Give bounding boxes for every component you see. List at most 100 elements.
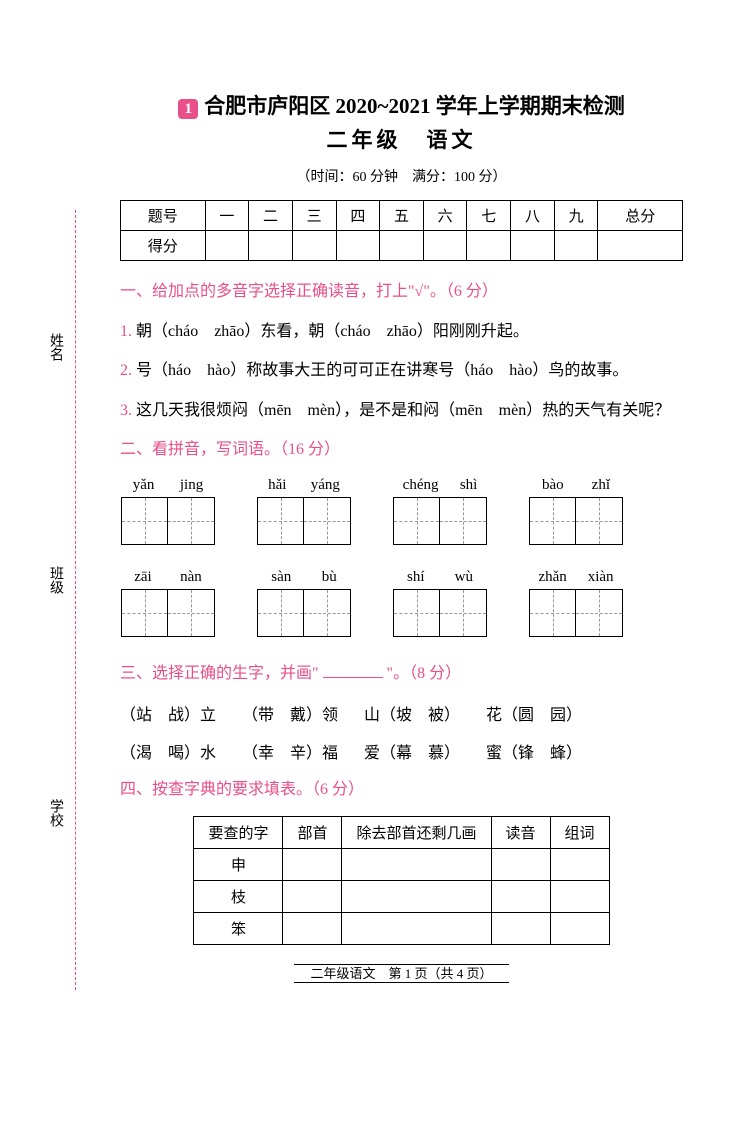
dict-cell[interactable]	[283, 881, 342, 913]
pinyin-item: hǎi yáng	[256, 477, 352, 545]
label-xingming: 姓名	[45, 333, 65, 361]
score-header: 九	[554, 201, 598, 231]
dict-cell[interactable]	[550, 881, 609, 913]
section-2-title: 二、看拼音，写词语。（16 分）	[120, 437, 683, 463]
pinyin: jing	[180, 477, 203, 494]
pinyin-item: shí wù	[392, 569, 488, 637]
score-header: 六	[423, 201, 467, 231]
pinyin: xiàn	[588, 569, 614, 586]
title-badge: 1	[178, 99, 198, 119]
score-cell[interactable]	[598, 231, 683, 261]
binding-edge-labels: 姓名 班级 学校	[45, 230, 65, 930]
dict-cell[interactable]	[491, 913, 550, 945]
sec3-item: （站 战）立	[120, 701, 216, 725]
score-header: 一	[205, 201, 249, 231]
dict-header: 组词	[550, 817, 609, 849]
pinyin: hǎi	[268, 477, 286, 494]
pinyin-item: chéngshì	[392, 477, 488, 545]
pinyin: zhǐ	[592, 477, 610, 494]
pinyin-item: bào zhǐ	[528, 477, 624, 545]
score-cell[interactable]	[336, 231, 380, 261]
dictionary-table: 要查的字 部首 除去部首还剩几画 读音 组词 申 枝 笨	[193, 816, 609, 945]
score-cell[interactable]	[423, 231, 467, 261]
score-header: 三	[292, 201, 336, 231]
sec3-item: 爱（幕 慕）	[364, 739, 460, 763]
tianzige[interactable]	[393, 589, 487, 637]
score-cell[interactable]	[511, 231, 555, 261]
sec3-item: 花（圆 园）	[486, 701, 582, 725]
dict-header: 除去部首还剩几画	[342, 817, 491, 849]
dict-header: 要查的字	[194, 817, 283, 849]
score-table: 题号 一 二 三 四 五 六 七 八 九 总分 得分	[120, 200, 683, 261]
score-row-label: 得分	[121, 231, 206, 261]
tianzige[interactable]	[529, 589, 623, 637]
sec3-item: （渴 喝）水	[120, 739, 216, 763]
label-banji: 班级	[45, 566, 65, 594]
q-num: 3.	[120, 402, 132, 419]
question-3: 3. 这几天我很烦闷（mēn mèn），是不是和闷（mēn mèn）热的天气有关…	[120, 398, 683, 424]
dict-header: 部首	[283, 817, 342, 849]
score-header: 五	[380, 201, 424, 231]
score-header: 四	[336, 201, 380, 231]
pinyin: chéng	[403, 477, 439, 494]
score-header: 二	[249, 201, 293, 231]
score-cell[interactable]	[249, 231, 293, 261]
sec3-row-2: （渴 喝）水 （幸 辛）福 爱（幕 慕） 蜜（锋 蜂）	[120, 739, 683, 763]
dict-cell[interactable]	[342, 913, 491, 945]
pinyin: bào	[542, 477, 564, 494]
pinyin: bù	[322, 569, 337, 586]
pinyin-row-2: zāinàn sànbù shíwù zhǎnxiàn	[120, 569, 683, 637]
sec3-item: 蜜（锋 蜂）	[486, 739, 582, 763]
dict-cell[interactable]	[283, 849, 342, 881]
sec3-item: （幸 辛）福	[242, 739, 338, 763]
pinyin: zāi	[134, 569, 151, 586]
score-header: 总分	[598, 201, 683, 231]
dict-cell[interactable]	[342, 849, 491, 881]
dict-cell[interactable]	[283, 913, 342, 945]
section-1-title: 一、给加点的多音字选择正确读音，打上"√"。（6 分）	[120, 279, 683, 305]
question-2: 2. 号（háo hào）称故事大王的可可正在讲寒号（háo hào）鸟的故事。	[120, 358, 683, 384]
underline-blank	[323, 677, 383, 678]
page-footer: 二年级语文 第 1 页（共 4 页）	[120, 963, 683, 982]
score-cell[interactable]	[554, 231, 598, 261]
score-header: 七	[467, 201, 511, 231]
dict-cell[interactable]	[342, 881, 491, 913]
sec3-item: （带 戴）领	[242, 701, 338, 725]
pinyin: wù	[455, 569, 473, 586]
score-cell[interactable]	[380, 231, 424, 261]
subtitle: 二年级 语文	[120, 124, 683, 154]
sec3-title-a: 三、选择正确的生字，并画"	[120, 665, 319, 682]
q-text: 朝（cháo zhāo）东看，朝（cháo zhāo）阳刚刚升起。	[132, 323, 529, 340]
score-header: 题号	[121, 201, 206, 231]
dict-cell[interactable]	[550, 913, 609, 945]
footer-text: 二年级语文 第 1 页（共 4 页）	[294, 964, 508, 983]
title-row: 1合肥市庐阳区 2020~2021 学年上学期期末检测	[120, 90, 683, 120]
tianzige[interactable]	[257, 589, 351, 637]
cut-line	[75, 210, 76, 990]
pinyin: shí	[407, 569, 425, 586]
tianzige[interactable]	[393, 497, 487, 545]
score-cell[interactable]	[292, 231, 336, 261]
pinyin-item: yǎn jing	[120, 477, 216, 545]
section-4-title: 四、按查字典的要求填表。（6 分）	[120, 777, 683, 803]
question-1: 1. 朝（cháo zhāo）东看，朝（cháo zhāo）阳刚刚升起。	[120, 319, 683, 345]
label-xuexiao: 学校	[45, 799, 65, 827]
pinyin-item: sàn bù	[256, 569, 352, 637]
tianzige[interactable]	[121, 589, 215, 637]
tianzige[interactable]	[529, 497, 623, 545]
q-text: 这几天我很烦闷（mēn mèn），是不是和闷（mēn mèn）热的天气有关呢？	[132, 402, 670, 419]
score-header: 八	[511, 201, 555, 231]
pinyin: yáng	[311, 477, 340, 494]
dict-cell[interactable]	[550, 849, 609, 881]
dict-cell[interactable]	[491, 849, 550, 881]
tianzige[interactable]	[257, 497, 351, 545]
score-cell[interactable]	[205, 231, 249, 261]
pinyin: yǎn	[133, 477, 155, 494]
pinyin-item: zāinàn	[120, 569, 216, 637]
dict-cell[interactable]	[491, 881, 550, 913]
pinyin: sàn	[271, 569, 291, 586]
q-text: 号（háo hào）称故事大王的可可正在讲寒号（háo hào）鸟的故事。	[132, 362, 628, 379]
tianzige[interactable]	[121, 497, 215, 545]
score-cell[interactable]	[467, 231, 511, 261]
sec3-title-b: "。（8 分）	[387, 665, 462, 682]
